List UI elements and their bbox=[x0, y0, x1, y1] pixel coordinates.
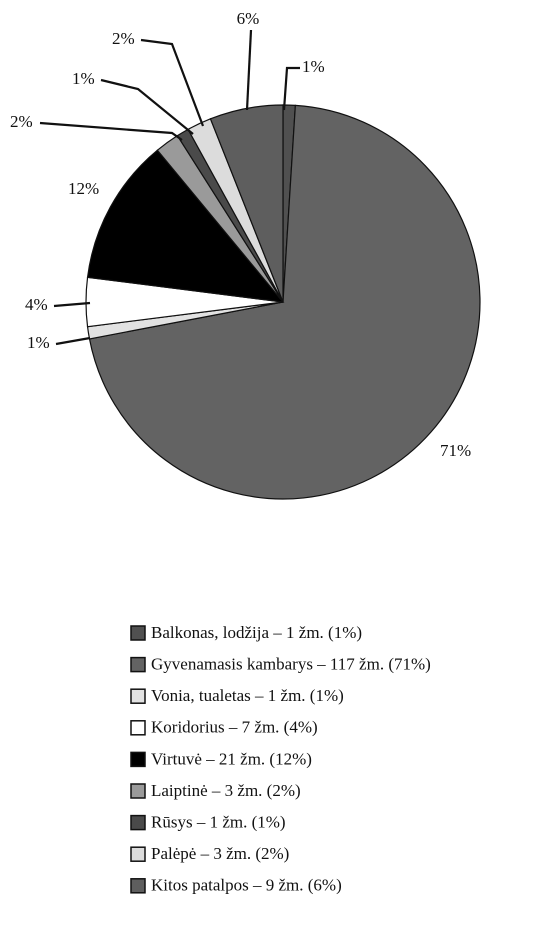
leader-line bbox=[55, 336, 91, 346]
legend-label: Kitos patalpos – 9 žm. (6%) bbox=[151, 876, 342, 895]
data-label: 6% bbox=[237, 9, 260, 28]
data-label: 1% bbox=[72, 69, 95, 88]
data-label: 12% bbox=[68, 179, 99, 198]
legend-label: Palėpė – 3 žm. (2%) bbox=[151, 844, 289, 863]
data-label: 1% bbox=[302, 57, 325, 76]
legend-label: Rūsys – 1 žm. (1%) bbox=[151, 813, 286, 832]
data-label: 2% bbox=[10, 112, 33, 131]
legend-label: Balkonas, lodžija – 1 žm. (1%) bbox=[151, 623, 362, 642]
data-label: 4% bbox=[25, 295, 48, 314]
legend-swatch bbox=[130, 751, 146, 768]
legend-label: Vonia, tualetas – 1 žm. (1%) bbox=[151, 686, 344, 705]
leader-line bbox=[282, 66, 300, 111]
leader-line bbox=[100, 78, 194, 135]
legend-swatch bbox=[130, 814, 146, 831]
legend-swatch bbox=[130, 783, 146, 799]
data-label: 1% bbox=[27, 333, 50, 352]
legend-swatch bbox=[130, 720, 146, 736]
pie-slice bbox=[86, 149, 285, 303]
legend-swatch bbox=[130, 878, 146, 894]
legend-swatch bbox=[130, 846, 146, 862]
data-label: 71% bbox=[440, 441, 471, 460]
legend-swatch bbox=[130, 656, 146, 673]
legend-swatch bbox=[130, 688, 146, 704]
legend-swatch bbox=[130, 625, 146, 641]
leader-line bbox=[245, 29, 253, 111]
leader-line bbox=[53, 301, 91, 308]
legend-label: Koridorius – 7 žm. (4%) bbox=[151, 718, 318, 737]
legend-label: Laiptinė – 3 žm. (2%) bbox=[151, 781, 301, 800]
data-label: 2% bbox=[112, 29, 135, 48]
legend-label: Virtuvė – 21 žm. (12%) bbox=[151, 749, 312, 768]
leader-line bbox=[39, 121, 183, 141]
leader-line bbox=[140, 38, 205, 127]
legend-label: Gyvenamasis kambarys – 117 žm. (71%) bbox=[151, 655, 431, 674]
pie-slice bbox=[88, 104, 481, 500]
